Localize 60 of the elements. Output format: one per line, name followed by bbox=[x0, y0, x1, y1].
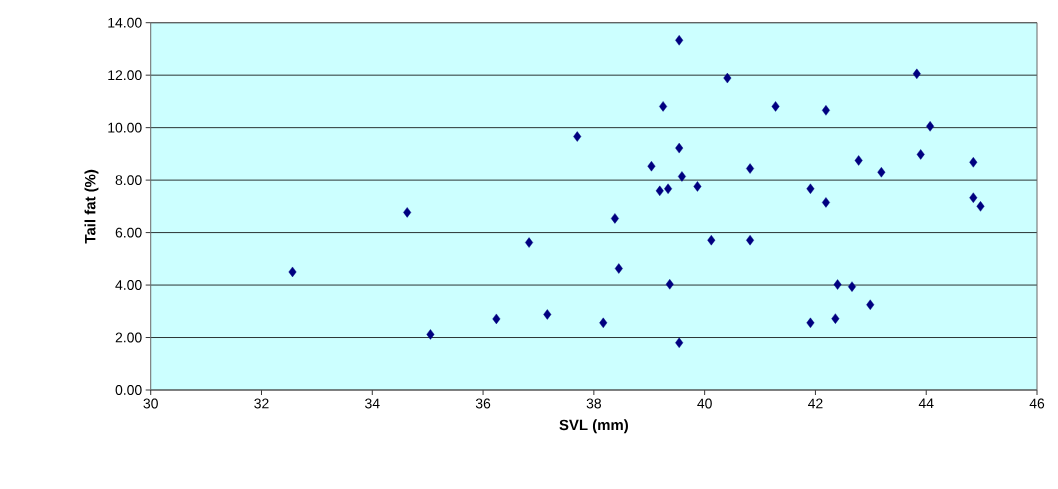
point bbox=[675, 142, 684, 154]
y-tick-label: 6.00 bbox=[115, 227, 142, 238]
point bbox=[771, 101, 780, 112]
point bbox=[693, 181, 702, 192]
point bbox=[525, 237, 533, 248]
y-tick-label: 0.00 bbox=[115, 385, 142, 395]
y-tick-label: 10.00 bbox=[108, 122, 142, 133]
x-tick-label: 46 bbox=[1029, 398, 1045, 409]
point bbox=[822, 197, 830, 208]
x-axis-title: SVL (mm) bbox=[559, 419, 628, 434]
point bbox=[664, 183, 673, 194]
point bbox=[403, 207, 412, 218]
point bbox=[665, 279, 674, 290]
point bbox=[675, 35, 684, 46]
point bbox=[912, 68, 921, 80]
x-tick-label: 36 bbox=[475, 398, 491, 409]
x-tick-label: 44 bbox=[918, 398, 934, 409]
x-tick-label: 38 bbox=[586, 398, 602, 409]
point bbox=[599, 317, 608, 329]
point bbox=[831, 313, 840, 324]
point bbox=[723, 72, 732, 84]
point bbox=[655, 185, 664, 197]
point bbox=[866, 299, 875, 310]
point bbox=[573, 131, 582, 142]
point bbox=[647, 161, 656, 172]
point bbox=[675, 337, 684, 348]
point bbox=[926, 121, 935, 132]
point bbox=[877, 167, 886, 178]
y-tick-label: 4.00 bbox=[115, 280, 142, 290]
point bbox=[659, 101, 668, 112]
y-axis-title: Tail fat (%) bbox=[84, 169, 99, 244]
point bbox=[969, 192, 978, 203]
point bbox=[746, 163, 755, 174]
y-tick-label: 14.00 bbox=[108, 17, 142, 28]
point bbox=[916, 149, 925, 160]
x-tick-label: 34 bbox=[365, 398, 380, 409]
x-tick-label: 30 bbox=[143, 398, 158, 409]
point bbox=[848, 281, 856, 292]
point bbox=[822, 105, 830, 116]
x-tick-label: 40 bbox=[697, 398, 712, 409]
point bbox=[806, 317, 815, 329]
point bbox=[833, 279, 842, 290]
point bbox=[806, 183, 815, 194]
point bbox=[677, 171, 686, 182]
point bbox=[707, 234, 716, 246]
point bbox=[976, 201, 985, 212]
x-tick-label: 32 bbox=[254, 398, 269, 409]
y-tick-label: 2.00 bbox=[115, 332, 142, 343]
point bbox=[614, 263, 623, 274]
x-tick-label: 42 bbox=[807, 398, 823, 409]
point bbox=[543, 309, 552, 320]
point bbox=[746, 234, 755, 246]
point bbox=[426, 329, 435, 340]
point bbox=[492, 313, 501, 325]
y-tick-label: 8.00 bbox=[115, 175, 142, 186]
point bbox=[969, 157, 978, 168]
point bbox=[610, 213, 619, 224]
point bbox=[288, 266, 297, 278]
y-tick-label: 12.00 bbox=[108, 70, 142, 81]
point bbox=[854, 155, 863, 166]
